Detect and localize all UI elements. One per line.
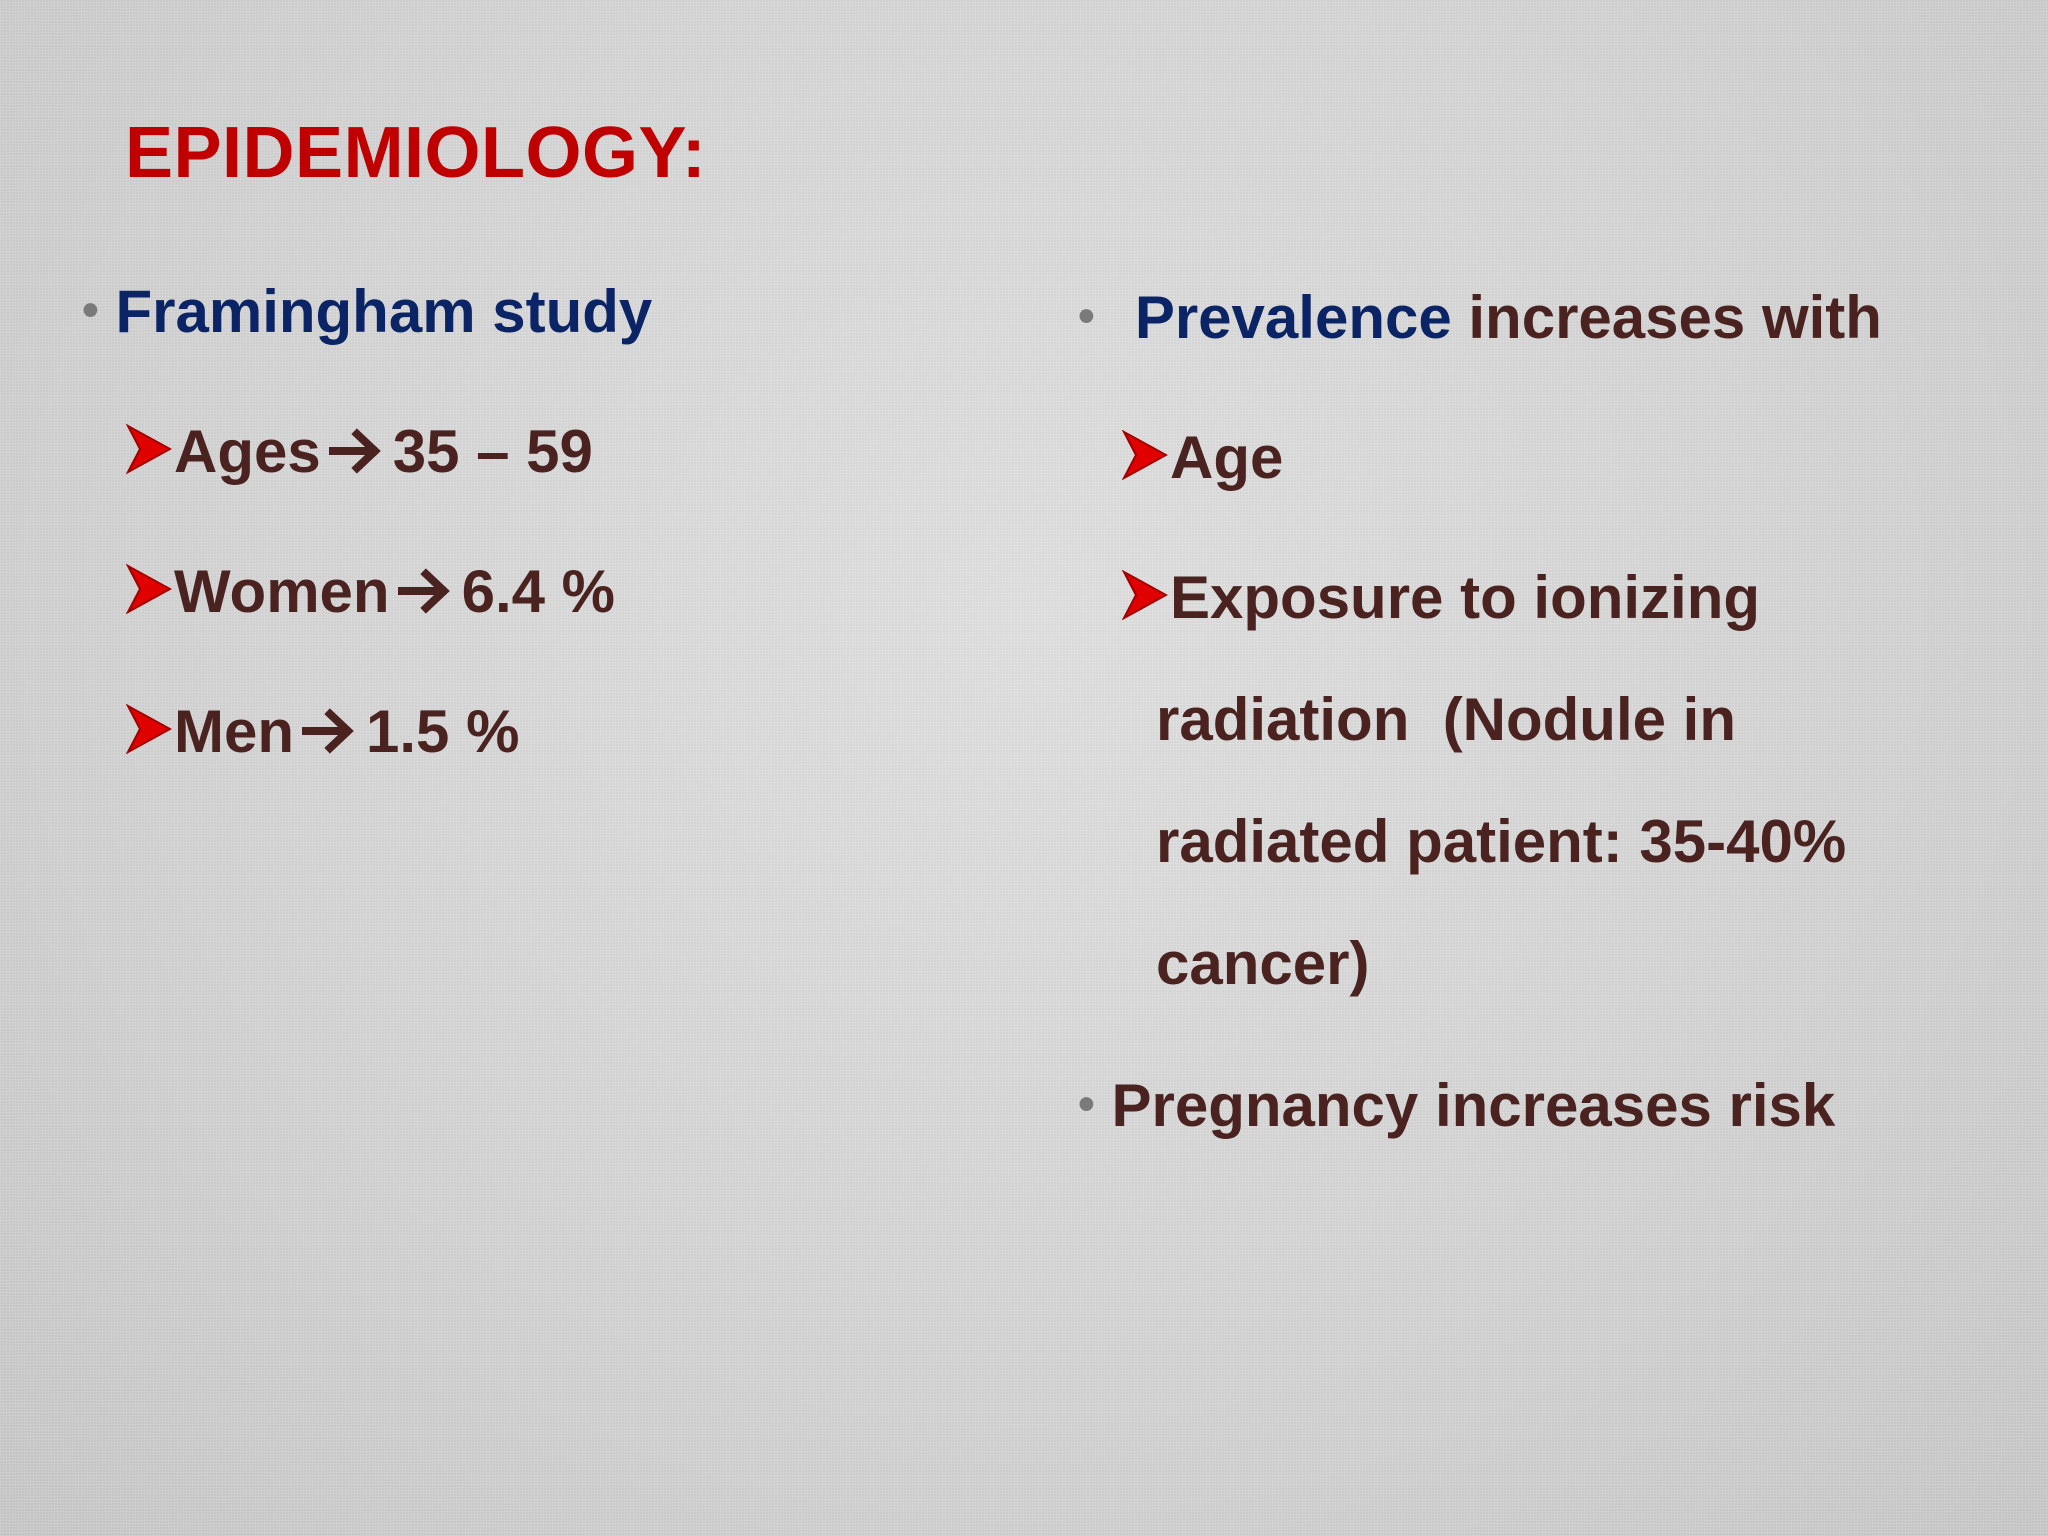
right-arrow-icon [302, 708, 354, 754]
ages-label: Ages [174, 418, 321, 485]
red-arrowhead-icon [1122, 429, 1168, 481]
red-arrowhead-icon [1122, 569, 1168, 621]
right-arrow-icon [397, 568, 450, 614]
right-closing-row: • Pregnancy increases risk [1078, 1070, 1835, 1142]
ages-value: 35 – 59 [392, 418, 593, 485]
left-item-ages: Ages 35 – 59 [126, 416, 593, 488]
right-heading-row: • Prevalence increases with [1078, 282, 1882, 354]
right-heading-rest: increases with [1468, 284, 1882, 351]
left-item-women: Women 6.4 % [126, 556, 615, 628]
left-heading: Framingham study [115, 278, 653, 345]
right-arrow-icon [328, 428, 381, 474]
round-bullet-icon: • [1078, 290, 1095, 343]
right-item-exposure-line1: Exposure to ionizing [1122, 562, 1760, 634]
right-item-age: Age [1122, 422, 1283, 494]
red-arrowhead-icon [126, 563, 172, 615]
women-value: 6.4 % [461, 558, 616, 625]
exposure-line-2: radiation (Nodule in [1156, 686, 1736, 753]
round-bullet-icon: • [82, 284, 99, 337]
women-label: Women [174, 558, 390, 625]
exposure-line-1: Exposure to ionizing [1170, 564, 1761, 631]
men-value: 1.5 % [366, 698, 520, 765]
exposure-line-3: radiated patient: 35-40% [1156, 808, 1847, 875]
left-heading-row: • Framingham study [82, 276, 652, 348]
right-heading-prevalence: Prevalence [1134, 284, 1452, 351]
round-bullet-icon: • [1078, 1078, 1095, 1131]
red-arrowhead-icon [126, 703, 172, 755]
red-arrowhead-icon [126, 423, 172, 475]
slide-title: EPIDEMIOLOGY: [125, 113, 707, 193]
pregnancy-text: Pregnancy increases risk [1111, 1072, 1836, 1139]
men-label: Men [174, 698, 294, 765]
left-item-men: Men 1.5 % [126, 696, 519, 768]
exposure-line-4: cancer) [1156, 930, 1370, 997]
age-text: Age [1170, 424, 1284, 491]
